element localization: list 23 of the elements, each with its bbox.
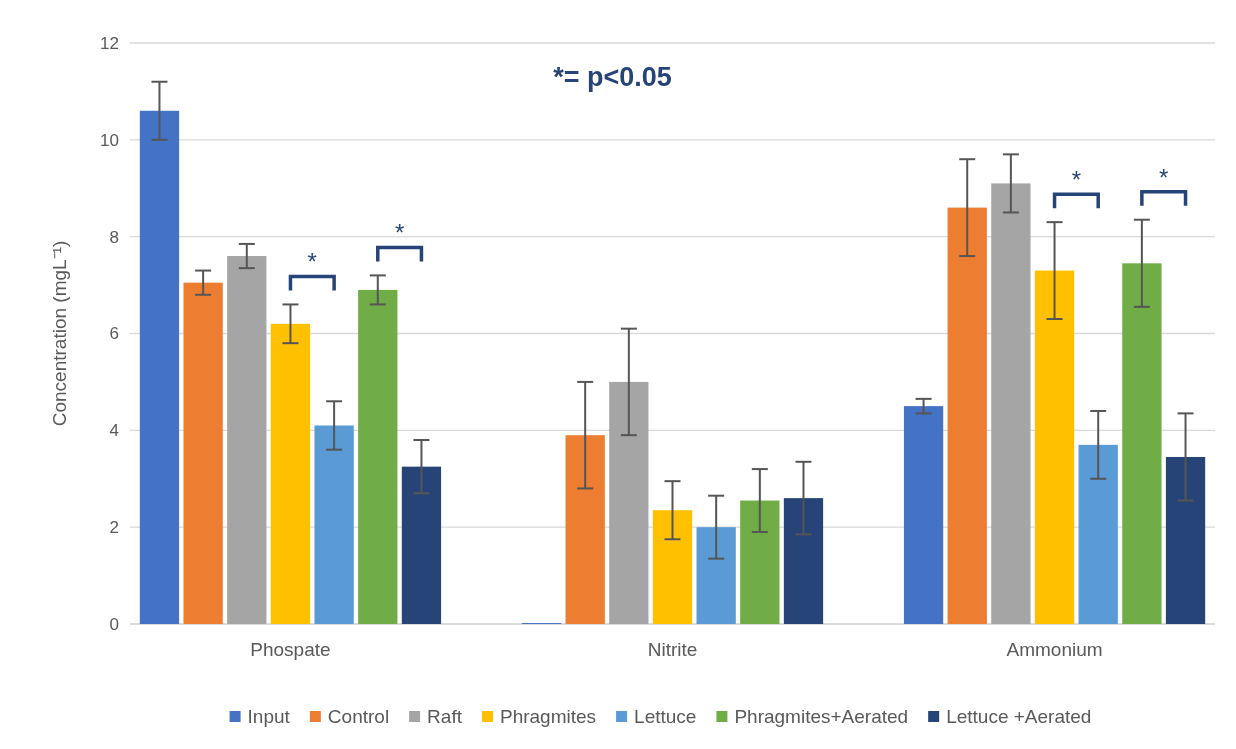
annotation: * [1159, 163, 1169, 191]
y-axis-title: Concentration (mgL⁻¹) [49, 240, 70, 427]
x-tick-label: Ammonium [1006, 638, 1103, 660]
y-tick-label: 2 [109, 518, 119, 538]
x-tick-label: Nitrite [647, 638, 698, 660]
legend-label: Phragmites+Aerated [734, 706, 909, 727]
annotation: * [307, 248, 317, 276]
legend-label: Lettuce [634, 706, 697, 727]
y-tick-label: 8 [109, 227, 119, 247]
y-tick-label: 10 [100, 130, 119, 150]
legend-label: Lettuce +Aerated [946, 706, 1092, 727]
legend-label: Raft [427, 706, 463, 727]
annotation: *= p<0.05 [553, 62, 672, 92]
y-tick-label: 4 [109, 421, 119, 441]
legend-label: Input [247, 706, 291, 727]
y-tick-label: 12 [100, 33, 119, 53]
annotation: * [394, 219, 405, 247]
x-tick-label: Phospate [250, 638, 331, 660]
legend-label: Control [327, 706, 390, 727]
annotation: * [1071, 166, 1082, 194]
legend-label: Phragmites [499, 706, 597, 727]
y-tick-label: 0 [109, 614, 119, 634]
y-tick-label: 6 [109, 324, 119, 344]
